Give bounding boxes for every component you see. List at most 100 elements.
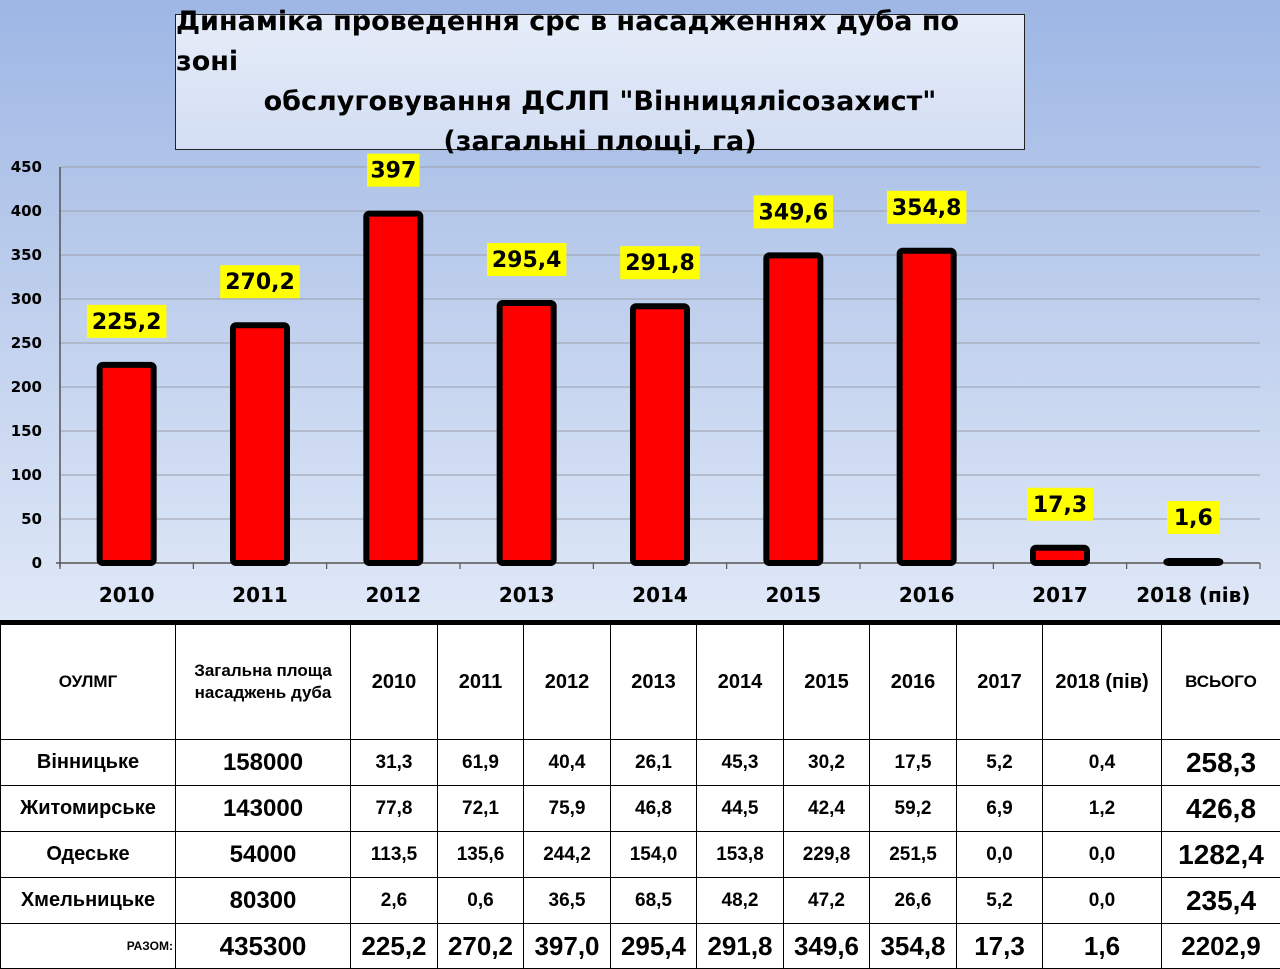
value-label: 354,8 (892, 196, 962, 221)
y-tick-label: 200 (11, 378, 42, 396)
row-value-cell: 30,2 (784, 740, 870, 786)
row-value-cell: 47,2 (784, 878, 870, 924)
y-tick-label: 150 (11, 422, 42, 440)
row-value-cell: 46,8 (611, 786, 697, 832)
row-name-cell: Житомирське (1, 786, 176, 832)
value-label: 349,6 (759, 200, 829, 225)
row-total-cell: 235,4 (1162, 878, 1280, 924)
x-tick-label: 2018 (пів) (1136, 583, 1250, 607)
row-value-cell: 17,5 (870, 740, 957, 786)
table-header-cell: 2015 (784, 625, 870, 740)
value-label: 1,6 (1174, 506, 1213, 531)
row-value-cell: 0,0 (1043, 878, 1162, 924)
row-value-cell: 229,8 (784, 832, 870, 878)
y-tick-label: 450 (11, 158, 42, 176)
summary-value-cell: 295,4 (611, 924, 697, 969)
y-tick-label: 50 (21, 510, 42, 528)
row-value-cell: 77,8 (351, 786, 438, 832)
row-name-cell: Хмельницьке (1, 878, 176, 924)
table-header-cell: 2010 (351, 625, 438, 740)
bar (1166, 561, 1220, 563)
table-header-cell: ОУЛМГ (1, 625, 176, 740)
table-header-cell: Загальна площа насаджень дуба (176, 625, 351, 740)
bar (633, 306, 687, 563)
row-value-cell: 135,6 (438, 832, 524, 878)
row-value-cell: 26,6 (870, 878, 957, 924)
row-value-cell: 45,3 (697, 740, 784, 786)
row-value-cell: 0,0 (957, 832, 1043, 878)
row-value-cell: 59,2 (870, 786, 957, 832)
row-area-cell: 54000 (176, 832, 351, 878)
row-value-cell: 0,0 (1043, 832, 1162, 878)
row-area-cell: 80300 (176, 878, 351, 924)
row-value-cell: 42,4 (784, 786, 870, 832)
y-tick-label: 350 (11, 246, 42, 264)
table-header-cell: 2013 (611, 625, 697, 740)
chart-title-line-3: (загальні площі, га) (443, 122, 756, 162)
summary-total-cell: 2202,9 (1162, 924, 1280, 969)
chart-title: Динаміка проведення срс в насадженнях ду… (175, 14, 1025, 150)
summary-label-cell: РАЗОМ: (1, 924, 176, 969)
y-tick-label: 0 (32, 554, 42, 572)
row-value-cell: 5,2 (957, 878, 1043, 924)
x-tick-label: 2010 (99, 583, 155, 607)
value-label: 270,2 (225, 270, 295, 295)
row-value-cell: 48,2 (697, 878, 784, 924)
row-total-cell: 258,3 (1162, 740, 1280, 786)
row-value-cell: 36,5 (524, 878, 611, 924)
table-header-cell: ВСЬОГО (1162, 625, 1280, 740)
row-value-cell: 244,2 (524, 832, 611, 878)
y-tick-label: 300 (11, 290, 42, 308)
table-header-cell: 2016 (870, 625, 957, 740)
bar (100, 365, 154, 563)
row-value-cell: 40,4 (524, 740, 611, 786)
table-header-cell: 2018 (пів) (1043, 625, 1162, 740)
summary-value-cell: 225,2 (351, 924, 438, 969)
bar (766, 255, 820, 563)
row-area-cell: 158000 (176, 740, 351, 786)
value-label: 295,4 (492, 248, 562, 273)
row-value-cell: 72,1 (438, 786, 524, 832)
row-value-cell: 31,3 (351, 740, 438, 786)
row-value-cell: 0,6 (438, 878, 524, 924)
table-header-cell: 2012 (524, 625, 611, 740)
row-name-cell: Одеське (1, 832, 176, 878)
row-value-cell: 1,2 (1043, 786, 1162, 832)
row-total-cell: 1282,4 (1162, 832, 1280, 878)
row-value-cell: 153,8 (697, 832, 784, 878)
x-tick-label: 2015 (765, 583, 821, 607)
summary-value-cell: 270,2 (438, 924, 524, 969)
chart-title-line-2: обслуговування ДСЛП "Вінницялісозахист" (264, 82, 937, 122)
value-label: 397 (370, 159, 416, 184)
row-value-cell: 61,9 (438, 740, 524, 786)
value-label: 291,8 (625, 251, 695, 276)
x-tick-label: 2012 (365, 583, 421, 607)
row-value-cell: 2,6 (351, 878, 438, 924)
bar (366, 214, 420, 563)
row-value-cell: 68,5 (611, 878, 697, 924)
y-tick-label: 400 (11, 202, 42, 220)
row-value-cell: 154,0 (611, 832, 697, 878)
row-value-cell: 251,5 (870, 832, 957, 878)
x-tick-label: 2014 (632, 583, 688, 607)
summary-value-cell: 1,6 (1043, 924, 1162, 969)
bar (500, 303, 554, 563)
summary-value-cell: 397,0 (524, 924, 611, 969)
bar (233, 325, 287, 563)
row-value-cell: 0,4 (1043, 740, 1162, 786)
summary-value-cell: 291,8 (697, 924, 784, 969)
x-tick-label: 2013 (499, 583, 555, 607)
summary-area-cell: 435300 (176, 924, 351, 969)
row-value-cell: 26,1 (611, 740, 697, 786)
value-label: 225,2 (92, 310, 162, 335)
value-label: 17,3 (1033, 493, 1087, 518)
summary-value-cell: 354,8 (870, 924, 957, 969)
bar (1033, 548, 1087, 563)
